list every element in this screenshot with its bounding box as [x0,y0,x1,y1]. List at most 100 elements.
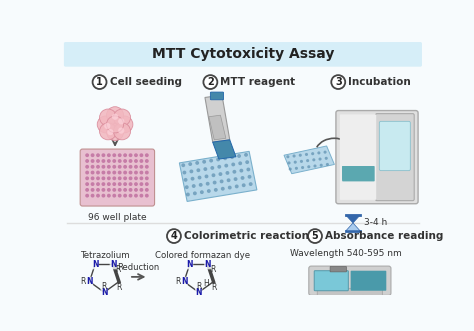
Circle shape [192,184,196,188]
Circle shape [219,172,222,176]
Circle shape [139,176,143,180]
Circle shape [221,187,225,191]
Circle shape [128,182,133,186]
Circle shape [112,170,116,174]
Circle shape [232,170,237,174]
Polygon shape [205,95,230,142]
Circle shape [288,162,291,165]
Circle shape [244,153,248,157]
Text: Absorbance reading: Absorbance reading [325,231,444,241]
Circle shape [101,194,105,198]
Circle shape [112,114,118,120]
Circle shape [134,165,138,169]
Circle shape [92,75,107,89]
Circle shape [96,159,100,163]
Circle shape [237,154,241,158]
Circle shape [128,188,133,192]
Circle shape [128,170,133,174]
Circle shape [245,160,249,164]
Circle shape [139,188,143,192]
Polygon shape [209,115,226,140]
Text: N: N [101,288,108,297]
Circle shape [307,165,310,168]
Circle shape [139,165,143,169]
Circle shape [214,188,218,192]
Text: MTT Cytotoxicity Assay: MTT Cytotoxicity Assay [152,47,334,61]
Circle shape [113,123,130,140]
Circle shape [301,166,304,169]
Circle shape [230,155,234,159]
Circle shape [223,156,227,160]
Circle shape [96,165,100,169]
Circle shape [199,183,202,187]
Circle shape [239,169,243,172]
Text: H: H [203,279,209,288]
Circle shape [227,178,230,182]
Circle shape [247,175,251,179]
Polygon shape [179,151,257,202]
Text: 1: 1 [96,77,103,87]
Circle shape [101,176,105,180]
Circle shape [216,158,220,162]
Circle shape [91,194,94,198]
Circle shape [107,188,111,192]
Circle shape [185,185,189,189]
Circle shape [85,188,89,192]
Circle shape [91,170,94,174]
FancyBboxPatch shape [379,121,410,170]
FancyBboxPatch shape [336,111,418,204]
Circle shape [118,176,122,180]
Circle shape [134,194,138,198]
Circle shape [246,167,250,171]
Text: 5: 5 [311,231,319,241]
Circle shape [231,163,235,166]
Text: 2: 2 [207,77,214,87]
Circle shape [91,165,94,169]
Circle shape [211,173,215,177]
Circle shape [123,194,127,198]
Circle shape [218,165,221,169]
Circle shape [134,159,138,163]
Text: 96 well plate: 96 well plate [88,213,146,222]
Text: Tetrazolium: Tetrazolium [81,252,130,260]
Circle shape [295,167,298,170]
Text: R: R [116,283,122,292]
Circle shape [294,161,297,164]
Circle shape [209,159,213,163]
Circle shape [207,189,211,193]
Circle shape [128,194,133,198]
Circle shape [85,165,89,169]
Circle shape [325,157,328,160]
Circle shape [123,188,127,192]
Circle shape [85,170,89,174]
Circle shape [123,182,127,186]
Circle shape [107,153,111,157]
Circle shape [234,177,237,181]
Circle shape [134,188,138,192]
Circle shape [286,155,290,158]
Circle shape [139,159,143,163]
Circle shape [213,181,217,184]
Circle shape [112,159,116,163]
Circle shape [360,295,366,300]
Circle shape [128,176,133,180]
Circle shape [104,123,110,129]
Circle shape [107,124,124,141]
Circle shape [91,159,94,163]
Text: N: N [195,288,202,297]
Circle shape [139,153,143,157]
FancyBboxPatch shape [351,271,386,291]
Circle shape [306,159,309,162]
Circle shape [85,176,89,180]
Circle shape [351,295,356,300]
Circle shape [299,154,302,157]
Circle shape [107,170,111,174]
Circle shape [317,151,320,155]
Circle shape [308,229,322,243]
Circle shape [128,165,133,169]
Text: Cell seeding: Cell seeding [109,77,182,87]
Circle shape [134,170,138,174]
Circle shape [101,182,105,186]
Circle shape [118,159,122,163]
Circle shape [324,151,327,154]
